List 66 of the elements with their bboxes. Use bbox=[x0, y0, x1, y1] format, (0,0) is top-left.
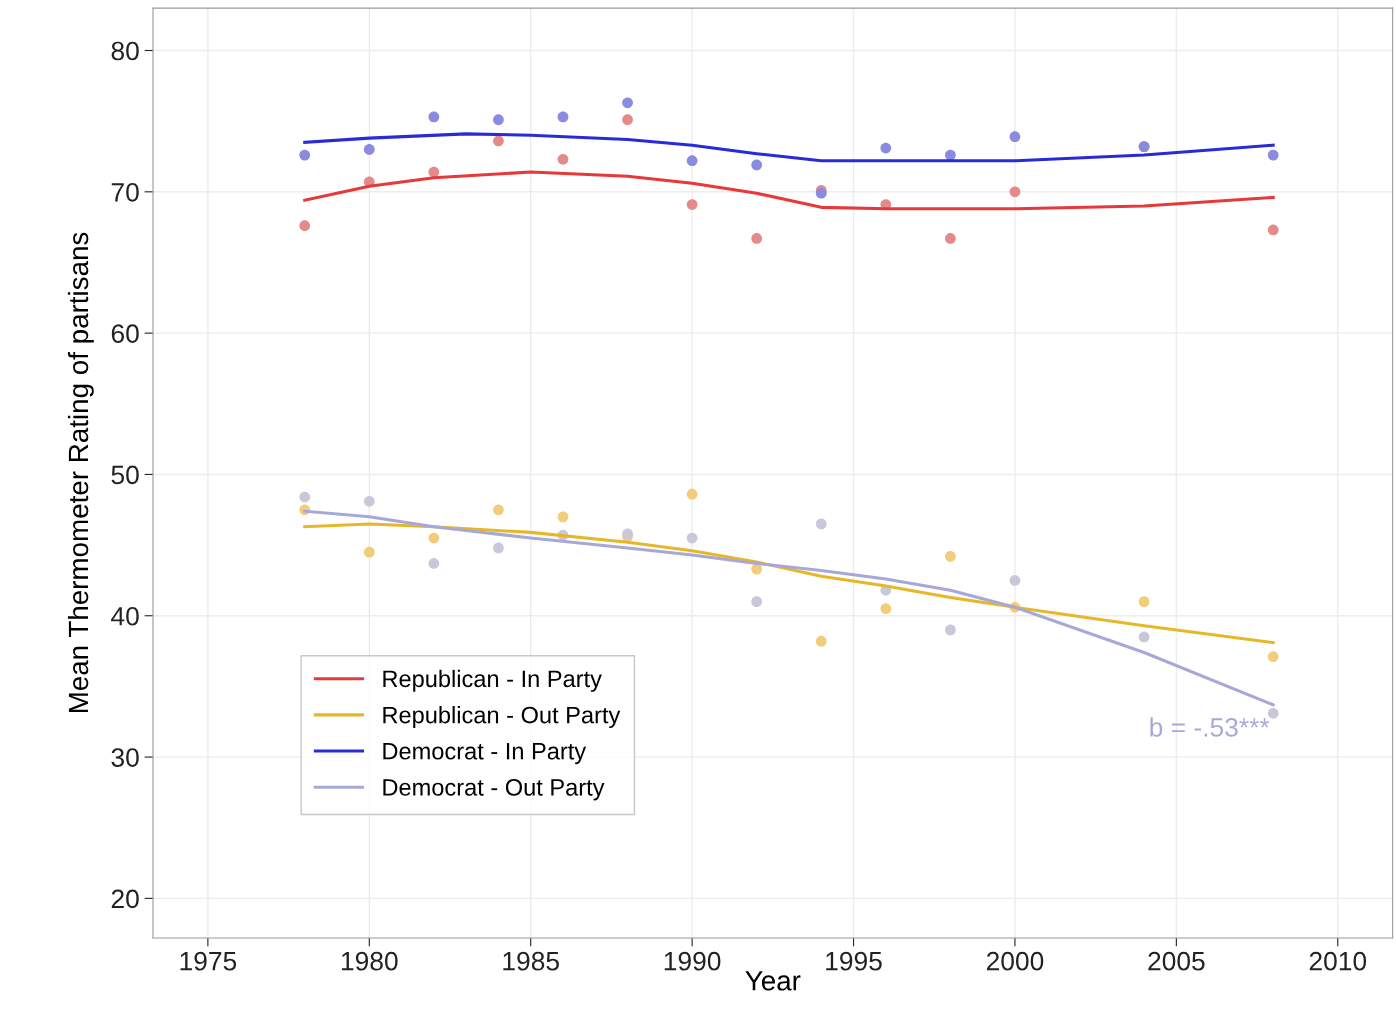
point bbox=[686, 488, 698, 500]
point bbox=[493, 135, 504, 147]
point bbox=[428, 532, 440, 544]
x-tick-label: 1990 bbox=[664, 951, 721, 971]
y-tick-label: 70 bbox=[111, 182, 139, 202]
point bbox=[1009, 186, 1021, 198]
y-tick-label: 80 bbox=[111, 41, 139, 61]
point bbox=[751, 159, 763, 171]
x-tick-label: 1975 bbox=[180, 951, 237, 971]
x-tick-label: 1995 bbox=[826, 951, 882, 971]
point bbox=[557, 153, 569, 165]
y-tick-label: 60 bbox=[111, 324, 139, 343]
point bbox=[751, 233, 763, 244]
annotation: b = -.53*** bbox=[1150, 717, 1270, 737]
point bbox=[751, 596, 763, 607]
point bbox=[815, 518, 827, 530]
point bbox=[686, 199, 698, 210]
x-tick-label: 2005 bbox=[1148, 951, 1205, 971]
point bbox=[945, 551, 956, 562]
point bbox=[622, 97, 633, 109]
legend-label: Republican - In Party bbox=[383, 669, 602, 692]
point bbox=[686, 155, 698, 167]
point bbox=[299, 149, 311, 161]
legend-label: Republican - Out Party bbox=[383, 706, 621, 729]
point bbox=[493, 542, 504, 554]
point bbox=[686, 532, 698, 544]
point bbox=[1138, 631, 1150, 643]
point bbox=[622, 114, 633, 126]
point bbox=[493, 504, 504, 516]
point bbox=[1009, 131, 1021, 143]
point bbox=[945, 233, 956, 244]
point bbox=[1138, 596, 1150, 607]
line-series bbox=[303, 522, 1275, 645]
legend-label: Democrat - In Party bbox=[383, 743, 587, 765]
point bbox=[363, 144, 375, 155]
y-tick-label: 50 bbox=[111, 465, 139, 485]
line-series bbox=[303, 132, 1275, 163]
point bbox=[299, 220, 311, 232]
y-tick-label: 40 bbox=[111, 606, 139, 626]
point bbox=[1009, 575, 1021, 586]
point bbox=[363, 546, 375, 558]
point bbox=[751, 563, 763, 575]
legend-label: Democrat - Out Party bbox=[383, 779, 605, 801]
x-tick-label: 1980 bbox=[341, 951, 398, 971]
point bbox=[557, 511, 569, 523]
y-axis-title: Mean Thermometer Rating of partisans bbox=[67, 232, 94, 713]
x-tick-label: 2000 bbox=[986, 951, 1044, 971]
point bbox=[1267, 224, 1279, 236]
point bbox=[363, 495, 375, 507]
point bbox=[1267, 707, 1279, 719]
point bbox=[880, 603, 892, 615]
point bbox=[1267, 651, 1279, 663]
point bbox=[815, 635, 827, 647]
point bbox=[557, 111, 569, 123]
point bbox=[428, 558, 440, 569]
y-tick-label: 20 bbox=[111, 889, 139, 909]
x-tick-label: 2010 bbox=[1309, 951, 1367, 971]
x-axis-title: Year bbox=[745, 971, 801, 991]
point bbox=[880, 142, 892, 154]
point bbox=[1267, 149, 1279, 161]
point bbox=[493, 114, 504, 126]
x-tick-label: 1985 bbox=[503, 951, 559, 971]
y-tick-label: 30 bbox=[111, 748, 139, 767]
point bbox=[428, 111, 440, 123]
point bbox=[945, 624, 956, 636]
point bbox=[299, 491, 311, 503]
